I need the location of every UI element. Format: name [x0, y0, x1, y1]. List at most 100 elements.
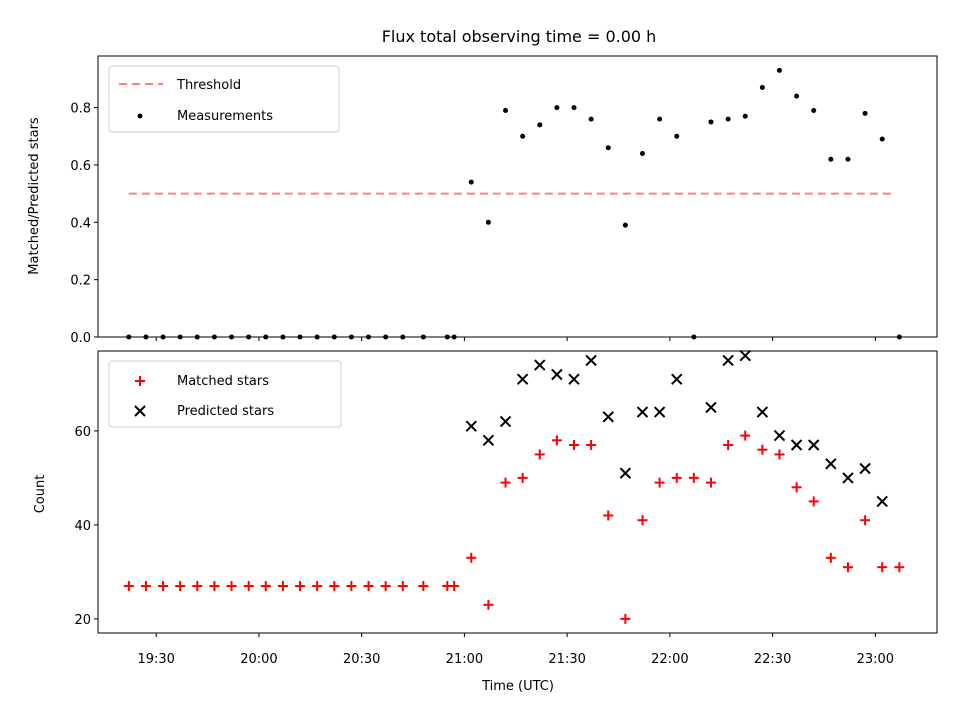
predicted-star-point — [859, 462, 871, 475]
ratio-legend-box — [108, 65, 340, 133]
count-y-tick-label: 40 — [74, 519, 91, 534]
measurement-point — [485, 219, 491, 225]
matched-star-point — [740, 430, 751, 441]
measurement-point — [571, 105, 577, 111]
measurement-point — [742, 113, 748, 119]
matched-star-point — [637, 515, 648, 526]
measurement-point — [451, 334, 457, 340]
measurement-point — [588, 116, 594, 122]
matched-star-point — [569, 440, 580, 450]
predicted-star-point — [568, 373, 580, 385]
matched-star-point — [654, 477, 665, 488]
matched-star-point — [175, 581, 186, 591]
predicted-star-point — [705, 401, 717, 414]
measurement-point — [246, 334, 252, 340]
predicted-star-point — [636, 406, 649, 418]
measurement-point — [896, 334, 902, 340]
matched-star-point — [312, 581, 323, 591]
matched-star-point — [418, 581, 429, 591]
count-legend: Matched stars Predicted stars — [108, 360, 342, 428]
matched-star-point — [877, 562, 888, 573]
measurement-point — [160, 334, 166, 340]
matched-star-point — [466, 552, 477, 563]
predicted-star-point — [653, 406, 666, 418]
count-x-tick-label: 22:30 — [754, 652, 791, 667]
measurement-point — [622, 222, 628, 228]
measurement-point — [297, 334, 303, 340]
legend-measurements-label: Measurements — [177, 109, 273, 124]
count-x-tick-label: 23:00 — [857, 652, 894, 667]
measurement-point — [828, 156, 834, 162]
measurement-point — [639, 150, 645, 156]
matched-star-point — [260, 581, 271, 591]
predicted-star-point — [516, 373, 529, 385]
measurement-point — [537, 122, 543, 128]
count-y-tick-label: 60 — [74, 425, 91, 440]
matched-star-point — [158, 581, 169, 591]
matched-star-point — [483, 599, 494, 610]
measurement-point — [229, 334, 235, 340]
count-panel-frame — [97, 350, 938, 634]
predicted-star-point — [876, 495, 888, 508]
count-y-tick-label: 20 — [74, 613, 91, 628]
predicted-star-point — [773, 429, 786, 442]
measurement-point — [759, 85, 765, 91]
predicted-star-point — [671, 373, 683, 385]
matched-star-point — [363, 581, 374, 591]
legend-predicted-label: Predicted stars — [177, 404, 274, 419]
measurement-point — [383, 334, 389, 340]
measurement-point — [520, 133, 526, 139]
predicted-star-point — [739, 349, 751, 362]
predicted-star-point — [551, 368, 563, 381]
matched-star-point — [192, 581, 203, 591]
matched-star-point — [380, 581, 391, 591]
matched-star-point — [140, 581, 151, 591]
matched-star-point — [757, 444, 768, 455]
predicted-star-point — [790, 439, 803, 451]
matched-star-point — [551, 435, 562, 446]
ratio-y-tick-label: 0.8 — [70, 102, 91, 117]
legend-matched-label: Matched stars — [177, 374, 269, 389]
matched-star-point — [705, 477, 716, 488]
ratio-y-tick-label: 0.2 — [70, 274, 91, 289]
ratio-y-tick-label: 0.4 — [70, 216, 91, 231]
matched-star-point — [517, 472, 528, 483]
matched-star-point — [397, 581, 408, 591]
ratio-y-tick-label: 0.0 — [70, 331, 91, 346]
predicted-star-point — [808, 439, 820, 451]
measurement-point — [691, 334, 697, 340]
predicted-star-point — [534, 359, 546, 371]
measurement-point — [776, 67, 782, 73]
matched-star-point — [842, 562, 853, 573]
count-x-tick-label: 20:30 — [343, 652, 380, 667]
legend-matched-swatch — [135, 376, 145, 386]
ratio-y-tick-label: 0.6 — [70, 159, 91, 174]
matched-star-point — [295, 581, 306, 591]
predicted-star-point — [585, 354, 597, 367]
ratio-legend: Threshold Measurements — [108, 65, 340, 133]
ratio-panel: 0.00.20.40.60.8 Matched/Predicted stars … — [27, 55, 938, 346]
count-panel: 20 40 60 19:30 20:00 20:30 21:00 21:30 22:00 22:… — [33, 349, 938, 694]
measurement-point — [468, 179, 474, 185]
measurement-point — [126, 334, 132, 340]
count-points — [123, 349, 905, 624]
matched-star-point — [226, 581, 237, 591]
measurement-point — [211, 334, 217, 340]
measurement-point — [657, 116, 663, 122]
measurement-points — [126, 67, 902, 340]
matched-star-point — [500, 477, 511, 488]
matched-star-point — [123, 581, 134, 591]
measurement-point — [348, 334, 354, 340]
matched-star-point — [329, 581, 340, 591]
x-axis-label: Time (UTC) — [481, 679, 554, 694]
measurement-point — [845, 156, 851, 162]
measurement-point — [444, 334, 450, 340]
matched-star-point — [277, 581, 288, 591]
measurement-point — [879, 136, 885, 142]
count-x-tick-label: 21:30 — [548, 652, 585, 667]
count-y-ticks: 20 40 60 — [74, 425, 98, 628]
matched-star-point — [620, 613, 631, 624]
measurement-point — [503, 107, 509, 113]
count-legend-box — [108, 360, 342, 428]
